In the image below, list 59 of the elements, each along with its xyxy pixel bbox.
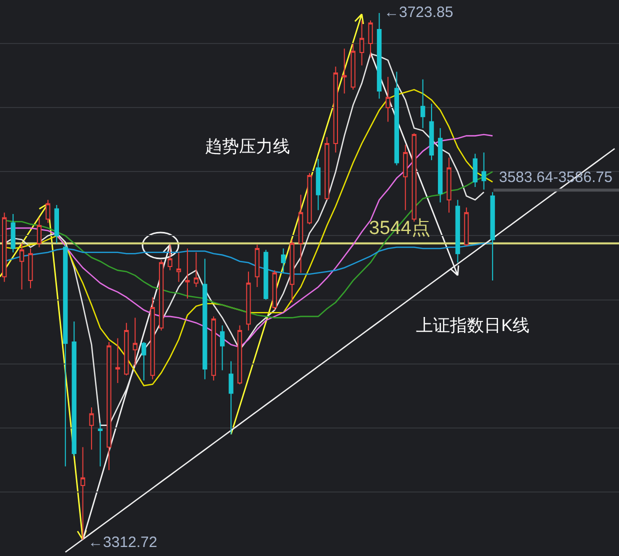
candlestick [281,248,286,274]
candlestick [168,244,172,271]
candlestick [394,71,400,166]
candlestick [72,321,76,457]
annotation: 趋势压力线 [205,137,290,156]
candlestick [19,242,24,290]
candlestick [464,207,469,246]
candlestick [438,128,443,203]
candlestick [446,157,452,214]
candlestick [194,252,198,288]
text: 上证指数日K线 [416,316,530,335]
candlestick [46,199,50,224]
candlestick [36,217,42,248]
candlestick [98,422,103,467]
candlestick [333,66,338,153]
candlestick [220,324,225,371]
candlestick [132,317,138,367]
candlestick [307,172,312,225]
candlestick [54,204,59,244]
candlestick [115,338,120,384]
candlestick [106,342,112,471]
candlestick [176,252,182,282]
candlestick [10,213,16,253]
candlestick [158,260,164,332]
candlestick [202,258,208,380]
candlestick [490,192,495,282]
candlestick [429,103,434,161]
candlestick [211,316,216,381]
candlestick [254,244,260,288]
candlestick [237,324,242,385]
candlestick [420,78,426,129]
candlestick [350,43,356,90]
candlestick [359,20,364,66]
candlestick [482,152,486,190]
candlestick [455,199,460,264]
candlestick [290,239,294,303]
candlestick [298,194,304,274]
candlestick [89,406,94,450]
candlestick [272,270,277,311]
candlestick [386,76,390,122]
candlestick [472,153,478,188]
candlestick [264,249,268,300]
candlestick [28,248,33,289]
candlestick [376,12,382,100]
annotation: ←3312.72 [88,534,158,551]
candlestick [324,136,330,200]
candlestick [368,20,373,58]
annotation: ←3723.85 [384,4,454,21]
candlestick [342,48,347,94]
candlestick [246,271,251,332]
candlestick [150,296,155,380]
candlestick [142,342,146,381]
candlestick [403,144,408,211]
candlestick [185,248,190,299]
candlestick [316,158,321,211]
candlestick [63,244,68,467]
candlestick [80,446,86,540]
candlestick [124,322,129,376]
candlestick [228,360,234,435]
